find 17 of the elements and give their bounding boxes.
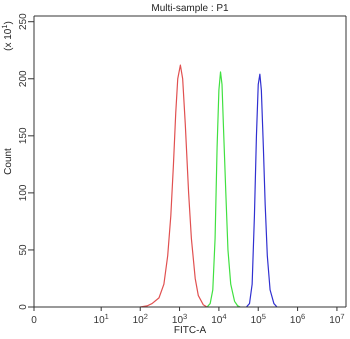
- y-tick-label: 200: [18, 70, 29, 88]
- y-tick-label: 100: [18, 184, 29, 202]
- x-tick-label: 10$^{3}$: [172, 312, 188, 326]
- y-tick-label: 50: [18, 244, 29, 256]
- x-tick-label: 10$^{4}$: [211, 312, 227, 326]
- chart-title: Multi-sample : P1: [151, 3, 230, 14]
- y-tick-label: 150: [18, 127, 29, 144]
- x-tick-label: 10$^{6}$: [290, 312, 306, 326]
- x-axis-title: FITC-A: [174, 325, 206, 336]
- y-tick-label: 250: [18, 12, 29, 30]
- x-tick-label: 10$^{2}$: [132, 312, 148, 326]
- y-axis-title: Count: [3, 148, 14, 175]
- x-tick-label: 0: [31, 315, 38, 326]
- x-tick-label: 10$^{7}$: [329, 312, 345, 326]
- x-tick-label: 10$^{1}$: [94, 312, 109, 326]
- y-tick-label: 0: [18, 304, 29, 310]
- x-tick-label: 10$^{5}$: [250, 312, 266, 326]
